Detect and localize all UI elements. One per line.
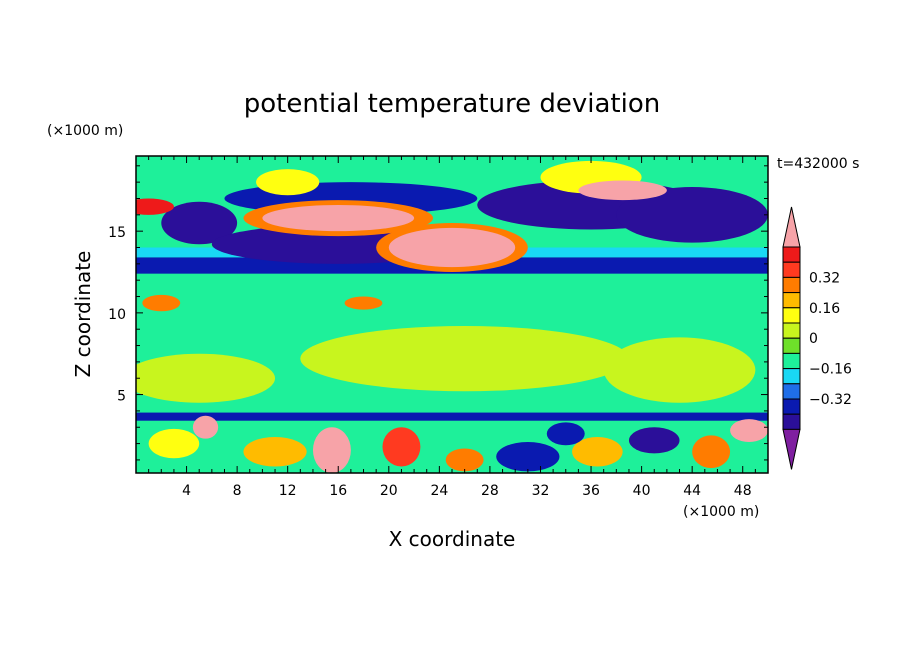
colorbar-segment [782,307,801,324]
field-blob [243,437,307,467]
x-tick-label: 4 [182,483,191,499]
x-tick-label: 12 [279,483,297,499]
x-tick-label: 40 [633,483,651,499]
field-blob [496,441,560,472]
colorbar-tick-label: 0.32 [809,270,840,286]
colorbar-segment [782,413,801,430]
x-tick-label: 20 [380,483,398,499]
field-band [136,407,768,413]
x-tick-label: 36 [582,483,600,499]
field-blob [730,419,768,442]
y-tick-label: 10 [108,307,126,323]
colorbar-segment [782,368,801,385]
field-band [136,167,768,186]
colorbar-segment [782,276,801,294]
field-blob [300,325,629,392]
y-tick-label: 5 [117,389,126,405]
field-blob [628,427,680,454]
colorbar-tick-label: −0.32 [809,392,852,408]
field-blob [136,198,174,215]
field-blob [572,437,623,467]
field-blob [312,427,351,473]
x-tick-label: 44 [683,483,701,499]
field-blob [578,180,667,201]
x-tick-label: 24 [430,483,448,499]
field-band [136,412,768,421]
field-blob [445,448,484,472]
colorbar-segment [782,292,801,309]
field-blob [192,415,219,439]
colorbar-top-triangle [782,206,801,248]
field-blob [692,435,731,469]
y-axis-label: Z coordinate [71,251,95,378]
x-axis-label: X coordinate [389,527,516,551]
colorbar-tick-label: −0.16 [809,362,852,378]
colorbar-segment [782,261,801,278]
field-blob [142,294,181,312]
x-tick-label: 32 [532,483,550,499]
field-blob [256,169,320,196]
time-label: t=432000 s [777,156,859,172]
field-blob [262,205,415,232]
colorbar-tick-label: 0.16 [809,301,840,317]
x-tick-label: 48 [734,483,752,499]
field-blob [344,296,383,310]
field-blob [388,227,516,268]
field-blob [148,428,200,459]
field-blob [161,201,238,245]
colorbar-segment [782,322,801,339]
field-blob [603,337,756,403]
x-tick-label: 28 [481,483,499,499]
x-unit-label: (×1000 m) [683,504,759,520]
x-tick-label: 16 [329,483,347,499]
colorbar-segment [782,337,801,354]
field-blob [382,427,421,467]
colorbar-segment [782,398,801,415]
y-unit-label: (×1000 m) [47,123,123,139]
colorbar-bottom-triangle [782,428,801,470]
field-blob [546,422,585,446]
colorbar-tick-label: 0 [809,331,818,347]
chart-title: potential temperature deviation [244,89,660,119]
x-tick-label: 8 [233,483,242,499]
colorbar-segment [782,246,801,263]
field-blob [136,353,276,403]
y-tick-label: 15 [108,225,126,241]
colorbar-segment [782,352,801,370]
field-blob [616,187,768,243]
colorbar-segment [782,383,801,400]
colorbar: 0.32 0.16 0 −0.16 −0.32 [782,206,852,470]
